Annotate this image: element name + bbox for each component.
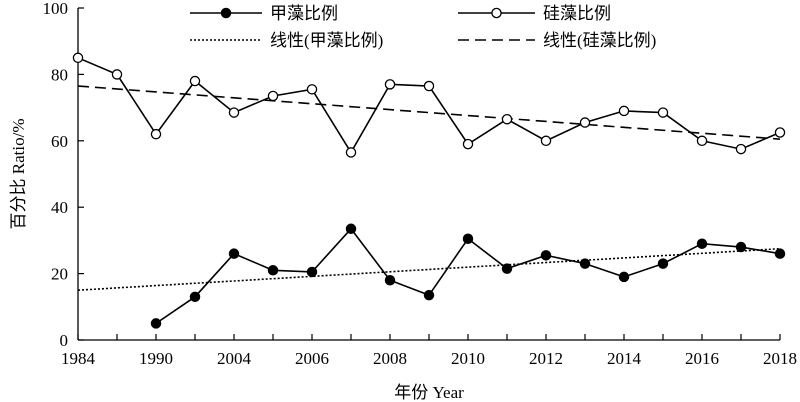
x-axis-title: 年份 Year xyxy=(394,383,464,402)
data-point-open xyxy=(618,105,630,117)
data-point-open xyxy=(579,117,591,128)
data-point-filled xyxy=(384,274,396,286)
x-tick-label: 2016 xyxy=(685,349,719,368)
legend-label: 硅藻比例 xyxy=(543,4,611,23)
legend-label: 甲藻比例 xyxy=(270,4,338,23)
data-point-open xyxy=(735,143,747,155)
x-tick-label: 2018 xyxy=(763,349,797,368)
y-tick-label: 100 xyxy=(43,0,69,18)
legend-marker-filled xyxy=(220,7,232,19)
data-point-filled xyxy=(579,258,591,269)
series-line-2 xyxy=(77,57,781,154)
y-tick-label: 0 xyxy=(60,331,69,350)
x-tick-label: 2014 xyxy=(607,349,642,368)
x-tick-label: 2008 xyxy=(373,349,407,368)
legend-item-4: 线性(硅藻比例) xyxy=(458,31,656,50)
data-point-filled xyxy=(696,238,708,249)
data-point-filled xyxy=(657,258,669,269)
y-axis-title: 百分比 Ratio/% xyxy=(9,119,28,230)
data-point-open xyxy=(345,147,357,158)
y-tick-label: 80 xyxy=(51,65,68,84)
data-point-open xyxy=(306,84,318,95)
data-point-filled xyxy=(306,266,318,278)
trendlines xyxy=(77,85,781,291)
data-point-open xyxy=(501,113,513,125)
x-tick-label: 2010 xyxy=(451,349,485,368)
y-tick-label: 60 xyxy=(51,132,68,151)
data-point-open xyxy=(384,79,396,90)
x-tick-label: 1984 xyxy=(61,349,96,368)
data-point-filled xyxy=(423,289,435,301)
data-point-open xyxy=(228,107,240,118)
data-point-filled xyxy=(189,291,201,303)
legend-item-3: 线性(甲藻比例) xyxy=(190,31,383,50)
data-point-filled xyxy=(501,263,513,274)
x-tick-label: 2012 xyxy=(529,349,563,368)
data-point-filled xyxy=(618,271,630,283)
legend-item-1: 甲藻比例 xyxy=(190,4,338,23)
data-point-open xyxy=(462,138,474,150)
y-tick-label: 40 xyxy=(51,198,68,217)
data-point-open xyxy=(111,69,123,80)
data-point-open xyxy=(540,135,552,147)
data-point-filled xyxy=(228,248,240,259)
data-point-open xyxy=(72,52,84,64)
trendline-dotted xyxy=(77,247,781,291)
data-point-filled xyxy=(540,250,552,261)
data-point-open xyxy=(150,128,162,140)
data-point-filled xyxy=(774,248,786,259)
trendline-dashed xyxy=(77,85,781,140)
legend-item-2: 硅藻比例 xyxy=(458,4,611,23)
data-point-filled xyxy=(735,241,747,253)
y-axis: 0 20 40 60 80 100 xyxy=(43,0,84,350)
x-tick-label: 1990 xyxy=(139,349,173,368)
series xyxy=(72,52,786,329)
x-tick-label: 2006 xyxy=(295,349,329,368)
data-point-open xyxy=(696,135,708,147)
data-point-filled xyxy=(345,223,357,235)
data-point-open xyxy=(267,90,279,102)
legend-label: 线性(硅藻比例) xyxy=(543,31,656,50)
data-point-open xyxy=(423,80,435,92)
y-tick-label: 20 xyxy=(51,265,68,284)
legend-marker-open xyxy=(491,7,502,19)
data-point-filled xyxy=(150,318,162,329)
data-point-filled xyxy=(267,265,279,276)
legend-label: 线性(甲藻比例) xyxy=(270,31,383,50)
x-tick-label: 2004 xyxy=(217,349,252,368)
data-point-open xyxy=(657,107,669,118)
data-point-open xyxy=(189,75,201,87)
x-axis: 1984 1990 2004 2006 2008 2010 2012 2014 2016 2018 xyxy=(61,334,797,368)
data-point-open xyxy=(774,127,786,138)
data-point-filled xyxy=(462,233,474,244)
